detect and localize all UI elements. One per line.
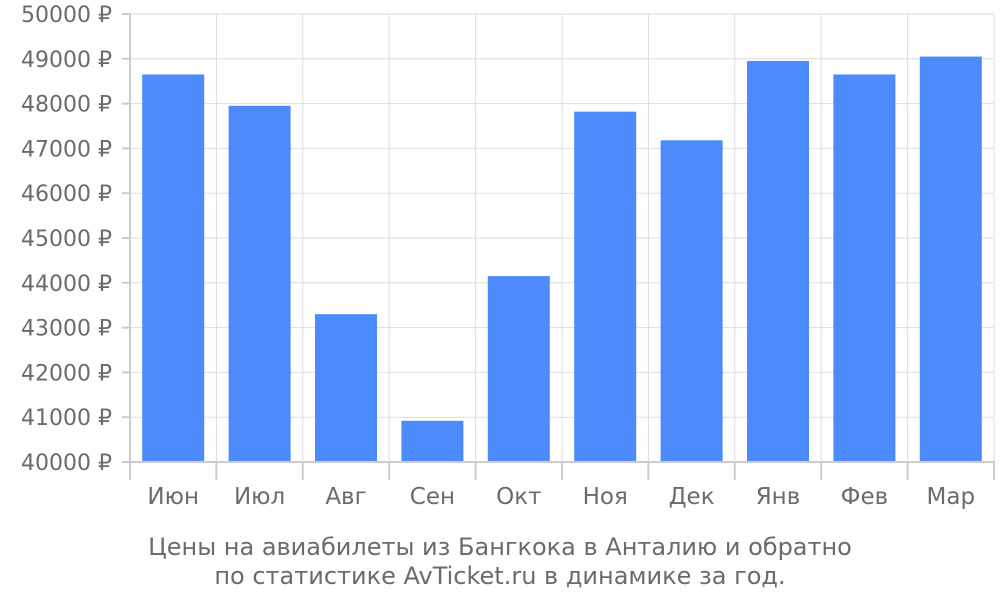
y-tick-label: 46000 ₽ — [21, 182, 112, 207]
bar — [142, 74, 205, 462]
bar — [660, 140, 723, 462]
bar — [747, 61, 809, 462]
x-tick-label: Июл — [234, 484, 285, 510]
bar — [228, 105, 291, 462]
y-axis-labels: 40000 ₽ 41000 ₽ 42000 ₽ 43000 ₽ 44000 ₽ 45000… — [21, 3, 112, 476]
bar-series — [142, 56, 982, 463]
x-axis-labels: Июн Июл Авг Сен Окт Ноя Дек Янв Фев Мар — [147, 484, 975, 510]
y-tick-label: 45000 ₽ — [21, 227, 112, 252]
y-tick-label: 43000 ₽ — [21, 317, 112, 342]
chart-caption-line-1: Цены на авиабилеты из Бангкока в Анталию… — [148, 533, 852, 561]
y-tick-label: 42000 ₽ — [21, 361, 112, 386]
x-tick-label: Дек — [669, 484, 715, 510]
y-tick-label: 48000 ₽ — [21, 93, 112, 118]
bar — [401, 420, 464, 462]
bar — [833, 74, 896, 462]
bar — [919, 56, 982, 463]
y-tick-label: 44000 ₽ — [21, 272, 112, 297]
bar — [574, 111, 637, 462]
x-tick-label: Янв — [756, 484, 801, 510]
y-tick-label: 40000 ₽ — [21, 451, 112, 476]
x-tick-label: Фев — [841, 484, 889, 510]
x-tick-label: Окт — [496, 484, 541, 510]
x-tick-label: Авг — [325, 484, 366, 510]
bar — [487, 276, 550, 462]
x-tick-label: Мар — [927, 484, 976, 510]
y-tick-label: 47000 ₽ — [21, 137, 112, 162]
y-tick-label: 49000 ₽ — [21, 48, 112, 73]
y-tick-label: 41000 ₽ — [21, 406, 112, 431]
axes — [122, 13, 995, 480]
x-tick-label: Ноя — [583, 484, 628, 510]
x-tick-label: Июн — [147, 484, 199, 510]
chart-caption-line-2: по статистике AvTicket.ru в динамике за … — [214, 562, 786, 590]
bar — [315, 314, 377, 462]
x-tick-label: Сен — [410, 484, 455, 510]
bar-chart: 40000 ₽ 41000 ₽ 42000 ₽ 43000 ₽ 44000 ₽ 45000… — [21, 3, 995, 510]
y-tick-label: 50000 ₽ — [21, 3, 112, 28]
